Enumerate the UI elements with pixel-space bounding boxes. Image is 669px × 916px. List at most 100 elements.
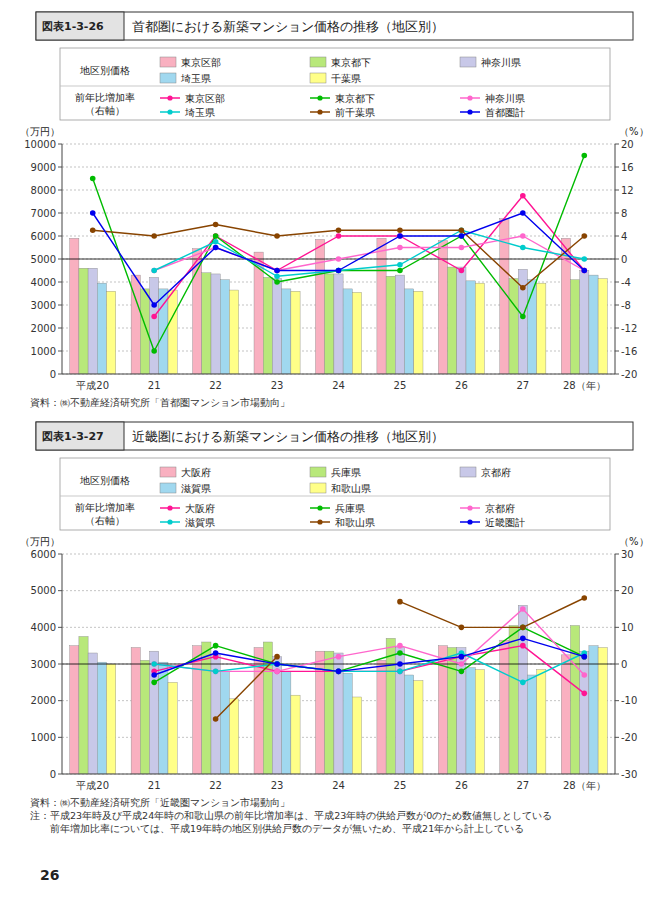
line-marker — [151, 661, 157, 667]
line-marker — [336, 268, 342, 274]
y-tick — [58, 167, 62, 168]
y-tick-label: 7000 — [31, 208, 56, 219]
bar — [518, 605, 527, 774]
y-tick-label: 0 — [50, 769, 56, 780]
bar — [386, 276, 395, 374]
annotation: 資料：㈱不動産経済研究所「近畿圏マンション市場動向」 — [30, 797, 290, 808]
y-tick — [58, 737, 62, 738]
line-marker — [274, 233, 280, 239]
legend-title-line: （右軸） — [85, 105, 125, 116]
y2-tick — [615, 627, 619, 628]
line — [93, 156, 585, 352]
legend-label: 千葉県 — [331, 73, 361, 84]
line-marker — [397, 599, 403, 605]
page-number: 26 — [40, 867, 59, 883]
bar — [282, 289, 291, 374]
annotation: 前年増加比率については、平成19年時の地区別供給戸数のデータが無いため、平成21… — [30, 823, 524, 834]
y2-tick-label: 0 — [621, 659, 627, 670]
bar — [414, 291, 423, 374]
line-marker — [274, 669, 280, 675]
y-tick — [58, 374, 62, 375]
line-marker — [213, 233, 219, 239]
line-marker — [336, 256, 342, 262]
figure-number: 図表1-3-26 — [42, 20, 104, 33]
y2-tick-label: 12 — [621, 185, 634, 196]
legend-marker — [167, 109, 172, 114]
line-marker — [581, 672, 587, 678]
bar — [159, 289, 168, 374]
line-marker — [397, 661, 403, 667]
line-marker — [520, 680, 526, 686]
bar — [343, 289, 352, 374]
y-tick — [58, 627, 62, 628]
grid-line — [62, 774, 615, 775]
page: 図表1-3-26首都圏における新築マンション価格の推移（地区別）地区別価格前年比… — [0, 0, 669, 916]
chart: 図表1-3-26首都圏における新築マンション価格の推移（地区別）地区別価格前年比… — [20, 12, 649, 408]
bar — [193, 646, 202, 774]
plot-marks — [62, 153, 615, 374]
legend-marker — [467, 519, 472, 524]
legend-label: 東京都下 — [335, 93, 375, 104]
x-tick-label: 21 — [148, 780, 161, 791]
legend-label: 滋賀県 — [185, 517, 215, 528]
bar — [211, 655, 220, 774]
legend-divider — [60, 86, 610, 87]
legend-marker — [467, 505, 472, 510]
bar — [509, 279, 518, 374]
line-marker — [336, 654, 342, 660]
line-marker — [213, 716, 219, 722]
legend-label: 東京区部 — [185, 93, 225, 104]
line-marker — [151, 268, 157, 274]
y2-tick-label: 16 — [621, 162, 634, 173]
line-marker — [274, 279, 280, 285]
legend-label: 和歌山県 — [335, 517, 375, 528]
line-marker — [520, 636, 526, 642]
line-marker — [581, 595, 587, 601]
legend: 地区別価格前年比増加率（右軸）東京区部東京都下神奈川県埼玉県千葉県東京区部東京都… — [60, 48, 610, 120]
x-tick-label: 28（年） — [563, 380, 606, 391]
title-box — [36, 12, 633, 40]
bar — [168, 290, 177, 374]
line-marker — [213, 233, 219, 239]
y2-tick — [615, 144, 619, 145]
line-marker — [520, 314, 526, 320]
x-tick-label: 26 — [455, 780, 468, 791]
line-marker — [274, 669, 280, 675]
bar — [589, 275, 598, 374]
y2-axis-line — [615, 144, 616, 374]
x-tick-label: 23 — [271, 780, 284, 791]
y-tick-label: 3000 — [31, 659, 56, 670]
line-marker — [151, 348, 157, 354]
y2-tick — [615, 305, 619, 306]
line-marker — [397, 227, 403, 233]
chart: 図表1-3-27近畿圏における新築マンション価格の推移（地区別）地区別価格前年比… — [20, 422, 649, 834]
line-marker — [274, 268, 280, 274]
y2-tick-label: -12 — [621, 323, 637, 334]
y2-tick-label: 30 — [621, 549, 634, 560]
bar — [229, 290, 238, 374]
legend-label: 埼玉県 — [184, 107, 215, 118]
y2-tick — [615, 213, 619, 214]
x-tick-label: 24 — [332, 380, 345, 391]
bar — [395, 275, 404, 374]
grid-line — [62, 374, 615, 375]
grid-line — [62, 213, 615, 214]
y-tick — [58, 774, 62, 775]
legend-label: 兵庫県 — [335, 503, 365, 514]
line-marker — [336, 669, 342, 675]
legend-marker — [317, 505, 322, 510]
bar — [457, 267, 466, 374]
bar — [107, 664, 116, 774]
legend-marker — [467, 95, 472, 100]
line-marker — [274, 268, 280, 274]
y2-tick — [615, 700, 619, 701]
legend-label: 滋賀県 — [181, 483, 211, 494]
legend-swatch — [310, 483, 326, 493]
y-tick-label: 6000 — [31, 549, 56, 560]
line-marker — [274, 661, 280, 667]
line-marker — [459, 625, 465, 631]
legend-marker — [317, 519, 322, 524]
y-tick-label: 8000 — [31, 185, 56, 196]
line-marker — [581, 233, 587, 239]
y2-tick — [615, 374, 619, 375]
